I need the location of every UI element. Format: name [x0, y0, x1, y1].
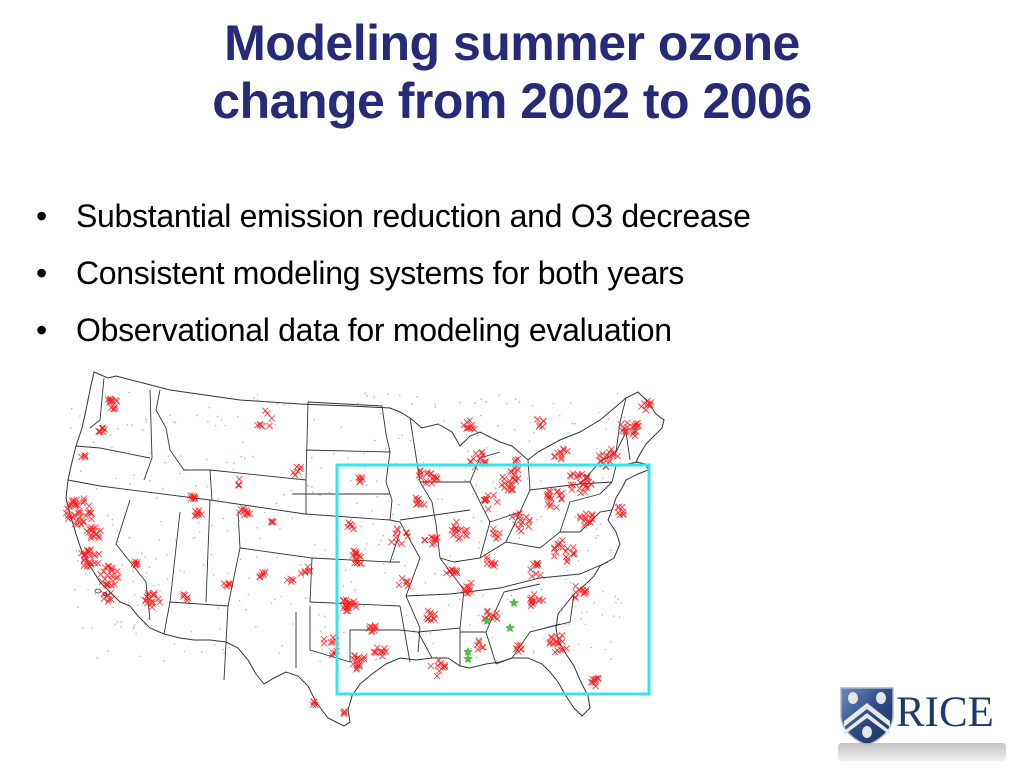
- bullet-item: • Consistent modeling systems for both ye…: [30, 245, 751, 302]
- bullet-icon: •: [36, 255, 47, 291]
- bullet-text: Observational data for modeling evaluati…: [76, 312, 672, 348]
- us-map-graphic: [63, 371, 665, 727]
- bullet-icon: •: [36, 312, 47, 348]
- logo-reflection: [838, 743, 1006, 761]
- highlight-region-box: [335, 463, 651, 696]
- us-outline: [65, 371, 665, 727]
- bullet-item: • Substantial emission reduction and O3 d…: [30, 188, 751, 245]
- rice-logo: RICE: [836, 683, 1008, 763]
- bullet-text: Consistent modeling systems for both yea…: [76, 255, 685, 291]
- red-x-sites: [63, 395, 655, 718]
- rice-shield-icon: [840, 687, 894, 746]
- slide-title: Modeling summer ozone change from 2002 t…: [0, 14, 1024, 130]
- green-star-sites: [463, 597, 519, 664]
- blue-dot-sites: [69, 391, 625, 663]
- us-site-map: [60, 362, 700, 742]
- bullet-icon: •: [36, 198, 47, 234]
- bullet-list: • Substantial emission reduction and O3 d…: [30, 188, 751, 359]
- bullet-text: Substantial emission reduction and O3 de…: [76, 198, 751, 234]
- title-line-1: Modeling summer ozone: [224, 15, 800, 71]
- bullet-item: • Observational data for modeling evaluat…: [30, 302, 751, 359]
- title-line-2: change from 2002 to 2006: [212, 73, 812, 129]
- rice-wordmark: RICE: [896, 689, 994, 736]
